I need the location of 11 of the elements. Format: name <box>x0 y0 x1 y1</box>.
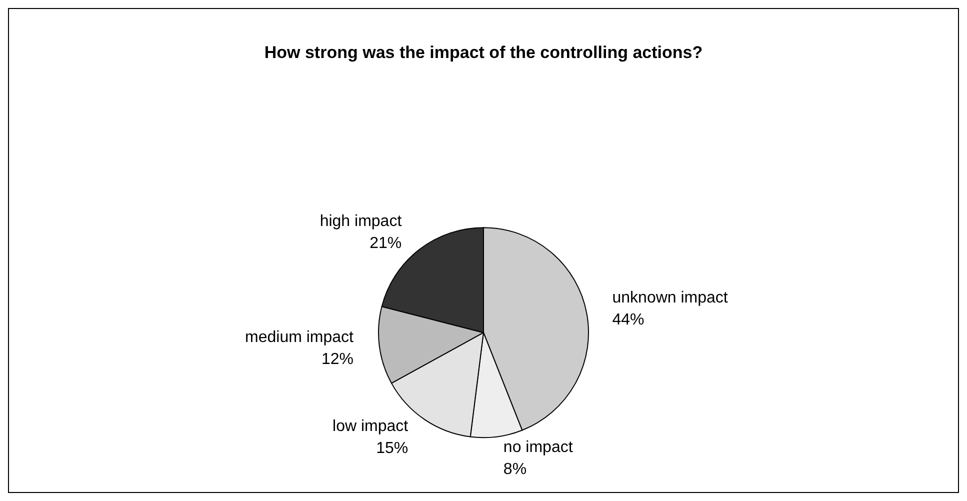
slice-label: medium impact <box>245 329 354 346</box>
data-label: 8% <box>503 461 527 478</box>
chart-title: How strong was the impact of the controlling actions? <box>264 43 703 62</box>
data-label: 44% <box>612 311 644 328</box>
slice-label: high impact <box>320 212 402 230</box>
data-label: 12% <box>321 351 354 368</box>
data-label: 21% <box>370 234 402 252</box>
slice-label: no impact <box>503 439 574 456</box>
slice-label: low impact <box>332 418 409 436</box>
data-label: 15% <box>376 440 408 458</box>
slice-label: unknown impact <box>612 289 728 306</box>
